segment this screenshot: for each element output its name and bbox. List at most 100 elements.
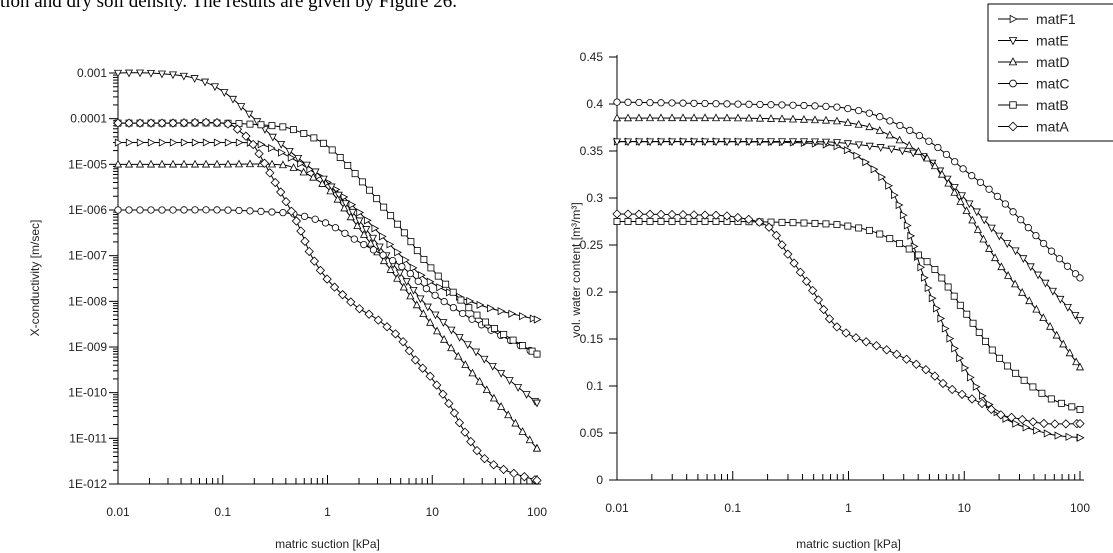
- left-point-matA: [281, 196, 291, 207]
- left-point-matA: [354, 304, 365, 314]
- right-series-line-matF1: [616, 140, 1081, 439]
- right-point-matA: [808, 285, 818, 296]
- left-y-tick-label: 1E-005: [68, 157, 107, 171]
- right-point-matA: [851, 333, 861, 343]
- legend-label: matF1: [1036, 11, 1076, 27]
- right-point-matE: [1033, 271, 1043, 280]
- right-point-matB: [668, 217, 676, 225]
- left-point-matB: [420, 255, 428, 263]
- right-point-matE: [1056, 295, 1065, 304]
- left-point-matF1: [268, 143, 276, 153]
- left-point-matB: [400, 229, 408, 237]
- right-point-matA: [1050, 419, 1060, 429]
- legend-marker: [1009, 79, 1017, 88]
- left-point-matB: [482, 318, 489, 326]
- right-point-matF1: [885, 181, 893, 190]
- left-point-matD: [386, 265, 395, 273]
- right-point-matC: [934, 143, 942, 152]
- right-point-matE: [821, 138, 831, 147]
- left-point-matC: [331, 224, 340, 232]
- left-point-matA: [291, 216, 302, 226]
- right-point-matE: [722, 138, 732, 147]
- right-point-matB: [833, 221, 841, 229]
- right-point-matB: [956, 301, 964, 309]
- right-point-matC: [1009, 208, 1017, 216]
- left-point-matA: [509, 468, 519, 479]
- right-y-tick-label: 0.15: [580, 332, 604, 346]
- left-point-matD: [426, 317, 435, 326]
- left-point-matA: [135, 118, 145, 128]
- left-point-matC: [213, 206, 221, 214]
- right-point-matB: [996, 354, 1004, 362]
- right-point-matC: [865, 109, 873, 117]
- left-series-line-matD: [117, 163, 538, 449]
- left-point-matE: [368, 234, 378, 243]
- right-point-matE: [1011, 247, 1020, 256]
- left-point-matA: [179, 118, 189, 128]
- right-point-matB: [982, 337, 990, 345]
- right-point-matF1: [1022, 423, 1031, 432]
- left-y-tick-label: 1E-009: [68, 340, 107, 354]
- right-point-matC: [855, 106, 863, 115]
- right-series-matE: [612, 138, 1085, 325]
- left-point-matA: [460, 427, 470, 437]
- right-point-matF1: [956, 354, 964, 363]
- left-point-matE: [302, 161, 311, 170]
- left-point-matC: [147, 206, 155, 214]
- left-point-matE: [179, 72, 188, 81]
- left-point-matD: [393, 273, 402, 282]
- right-point-matE: [711, 138, 721, 147]
- left-point-matC: [169, 206, 177, 214]
- right-point-matB: [613, 218, 621, 225]
- left-point-matE: [455, 334, 464, 342]
- right-point-matC: [942, 150, 951, 159]
- right-point-matB: [865, 226, 873, 234]
- right-point-matC: [668, 99, 676, 107]
- left-point-matF1: [363, 216, 372, 225]
- right-point-matD: [854, 119, 863, 128]
- right-point-matB: [1003, 362, 1011, 370]
- right-point-matA: [612, 209, 622, 219]
- right-point-matB: [944, 283, 952, 291]
- right-point-matE: [957, 192, 966, 201]
- left-point-matD: [346, 212, 355, 221]
- right-point-matA: [832, 322, 842, 332]
- right-point-matD: [832, 116, 842, 125]
- left-point-matF1: [533, 315, 542, 324]
- right-point-matC: [1071, 270, 1080, 278]
- left-point-matB: [310, 134, 318, 142]
- right-point-matD: [875, 126, 884, 134]
- left-y-tick-label: 1E-007: [68, 249, 107, 263]
- right-point-matE: [1071, 312, 1080, 320]
- right-point-matD: [979, 234, 988, 243]
- right-point-matC: [1039, 239, 1048, 248]
- left-point-matB: [373, 195, 381, 203]
- left-point-matA: [201, 117, 211, 128]
- right-point-matA: [813, 295, 824, 305]
- left-point-matA: [286, 206, 297, 216]
- right-point-matA: [733, 212, 743, 223]
- right-point-matF1: [890, 191, 899, 200]
- right-point-matA: [986, 404, 996, 415]
- left-point-matA: [489, 460, 499, 470]
- left-point-matF1: [180, 138, 189, 147]
- left-point-matD: [419, 309, 428, 318]
- left-point-matF1: [487, 304, 495, 313]
- left-point-matE: [439, 319, 448, 327]
- right-point-matC: [1032, 231, 1040, 240]
- left-point-matE: [168, 71, 177, 80]
- left-point-matD: [359, 230, 369, 238]
- right-point-matE: [755, 138, 765, 147]
- left-point-matA: [449, 408, 460, 418]
- left-point-matD: [333, 194, 342, 203]
- left-point-matF1: [278, 148, 286, 157]
- right-point-matB: [876, 230, 884, 238]
- right-point-matE: [843, 140, 852, 149]
- left-point-matA: [168, 118, 178, 128]
- left-point-matD: [353, 221, 362, 230]
- left-point-matA: [304, 246, 314, 257]
- left-point-matD: [406, 291, 415, 300]
- right-point-matB: [657, 217, 665, 225]
- right-point-matD: [678, 113, 688, 122]
- right-point-matB: [789, 219, 797, 227]
